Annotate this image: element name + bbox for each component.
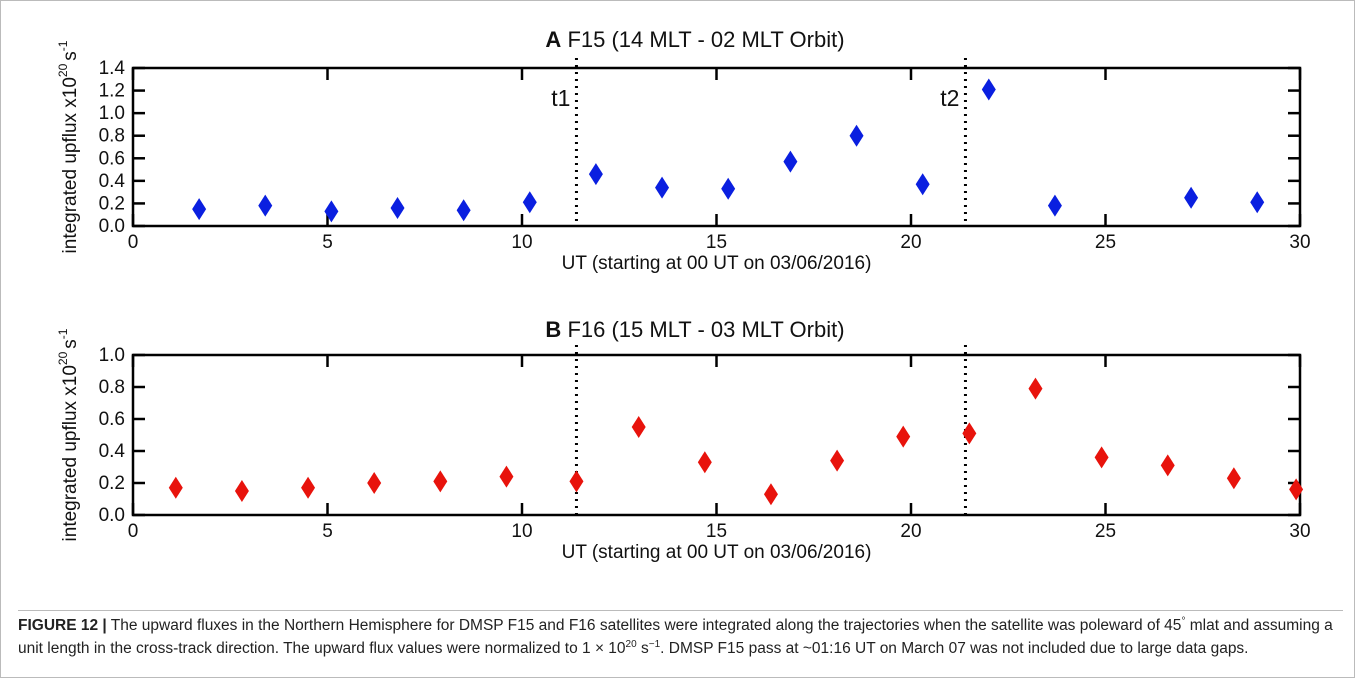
- y-label-text: s: [60, 51, 81, 61]
- data-point: [1047, 194, 1062, 217]
- data-point: [896, 425, 911, 448]
- data-point: [1028, 377, 1043, 400]
- y-label-superscript: 20: [56, 63, 70, 77]
- data-point: [1094, 446, 1109, 469]
- data-point: [631, 416, 646, 438]
- data-point: [849, 124, 864, 147]
- y-tick-label: 0.4: [99, 441, 126, 462]
- caption-label: FIGURE 12 |: [18, 617, 107, 634]
- x-tick-label: 5: [322, 521, 333, 542]
- y-label-superscript: -1: [56, 40, 70, 51]
- time-marker-label: t1: [551, 85, 570, 111]
- data-point: [721, 177, 736, 200]
- caption: FIGURE 12 | The upward fluxes in the Nor…: [18, 610, 1343, 660]
- data-point: [367, 472, 382, 494]
- x-tick-label: 0: [128, 521, 139, 542]
- data-point: [499, 465, 514, 488]
- x-tick-label: 25: [1095, 521, 1116, 542]
- y-tick-label: 0.6: [99, 409, 125, 430]
- data-point: [655, 176, 670, 199]
- data-point: [168, 476, 183, 499]
- panel-label: B: [545, 317, 561, 342]
- y-tick-label: 0.2: [99, 473, 125, 494]
- data-point: [258, 194, 273, 217]
- chart-title: A F15 (14 MLT - 02 MLT Orbit): [545, 27, 844, 52]
- x-tick-label: 5: [322, 232, 333, 253]
- data-point: [569, 470, 584, 493]
- y-label-superscript: 20: [56, 351, 70, 365]
- x-tick-label: 30: [1289, 232, 1310, 253]
- x-tick-label: 0: [128, 232, 139, 253]
- caption-superscript: °: [1181, 615, 1186, 627]
- y-tick-label: 1.2: [99, 81, 125, 102]
- y-label-superscript: -1: [56, 328, 70, 339]
- y-tick-label: 1.0: [99, 345, 125, 366]
- data-point: [234, 480, 249, 502]
- data-point: [1289, 478, 1304, 501]
- data-point: [301, 476, 316, 499]
- y-axis-label: integrated upflux x1020 s-1: [56, 40, 81, 253]
- x-tick-label: 15: [706, 521, 727, 542]
- caption-text: The upward fluxes in the Northern Hemisp…: [110, 617, 1182, 634]
- data-point: [433, 470, 448, 493]
- chart-title: B F16 (15 MLT - 03 MLT Orbit): [545, 317, 844, 342]
- data-point: [1160, 454, 1175, 477]
- x-tick-label: 10: [511, 521, 532, 542]
- y-tick-label: 0.6: [99, 148, 125, 169]
- caption-superscript: −1: [648, 638, 661, 650]
- x-axis-label: UT (starting at 00 UT on 03/06/2016): [562, 542, 872, 563]
- title-text: F16 (15 MLT - 03 MLT Orbit): [567, 317, 844, 342]
- caption-text: mlat and assuming a unit length in the c…: [18, 617, 1333, 657]
- y-tick-label: 1.0: [99, 103, 125, 124]
- y-axis-label: integrated upflux x1020 s-1: [56, 328, 81, 541]
- time-marker-label: t2: [940, 85, 959, 111]
- y-tick-label: 0.0: [99, 505, 125, 526]
- data-point: [456, 199, 471, 222]
- caption-text: s: [636, 639, 649, 657]
- y-tick-label: 0.8: [99, 126, 125, 147]
- data-point: [1226, 467, 1241, 490]
- x-axis-label: UT (starting at 00 UT on 03/06/2016): [562, 253, 872, 274]
- y-tick-label: 0.2: [99, 193, 125, 214]
- y-label-text: integrated upflux x10: [60, 77, 81, 253]
- panel-label: A: [545, 27, 561, 52]
- x-tick-label: 25: [1095, 232, 1116, 253]
- x-tick-label: 20: [900, 521, 921, 542]
- data-point: [1184, 186, 1199, 209]
- x-tick-label: 20: [900, 232, 921, 253]
- y-label-text: s: [60, 339, 81, 349]
- y-tick-label: 0.4: [99, 171, 126, 192]
- x-tick-label: 15: [706, 232, 727, 253]
- y-label-text: integrated upflux x10: [60, 365, 81, 541]
- x-tick-label: 30: [1289, 521, 1310, 542]
- data-point: [390, 196, 405, 219]
- caption-text: . DMSP F15 pass at ~01:16 UT on March 07…: [660, 639, 1249, 657]
- title-text: F15 (14 MLT - 02 MLT Orbit): [567, 27, 844, 52]
- data-point: [763, 483, 778, 506]
- data-point: [192, 198, 207, 221]
- data-point: [588, 163, 603, 186]
- y-tick-label: 0.0: [99, 216, 125, 237]
- chart: A F15 (14 MLT - 02 MLT Orbit) 0 5 10 15 20 25 3…: [56, 27, 1311, 563]
- data-point: [830, 449, 845, 472]
- y-tick-label: 0.8: [99, 377, 125, 398]
- data-point: [1250, 191, 1265, 214]
- data-point: [783, 150, 798, 173]
- y-tick-label: 1.4: [99, 58, 126, 79]
- plot-frame: [131, 66, 1302, 228]
- data-point: [697, 451, 712, 474]
- data-point: [324, 200, 339, 223]
- data-point: [915, 173, 930, 196]
- data-point: [962, 422, 977, 445]
- caption-superscript: 20: [625, 638, 637, 650]
- data-point: [522, 191, 537, 214]
- x-tick-label: 10: [511, 232, 532, 253]
- data-point: [981, 78, 996, 101]
